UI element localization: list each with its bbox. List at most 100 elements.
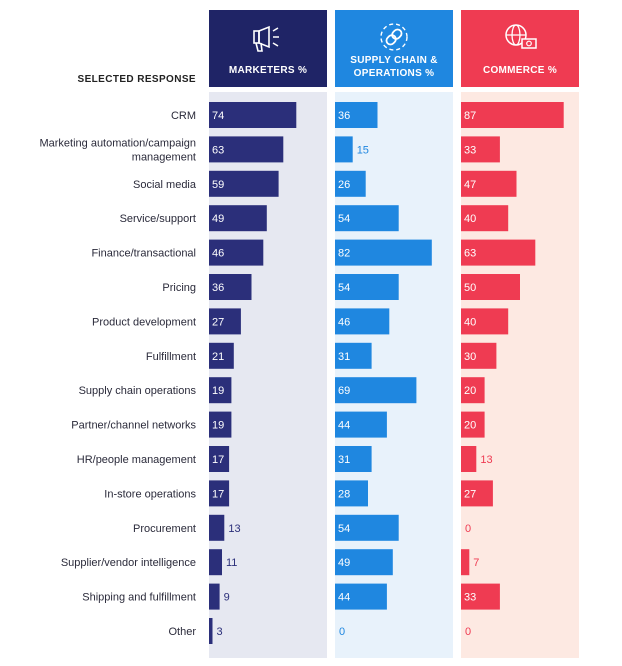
bar-value-label: 63	[212, 144, 224, 156]
bar-value-label: 11	[226, 557, 237, 569]
category-label: In-store operations	[104, 488, 196, 500]
bar	[209, 377, 232, 404]
category-label: Fulfillment	[146, 351, 196, 363]
bar	[209, 136, 284, 163]
bar-value-label: 50	[464, 282, 476, 294]
globe-money-icon	[505, 24, 537, 49]
bar	[335, 480, 368, 507]
bar-value-label: 30	[464, 351, 476, 363]
bar	[209, 102, 297, 128]
bar	[335, 377, 417, 404]
bar-value-label: 33	[464, 144, 476, 156]
bar-value-label: 26	[338, 179, 350, 191]
bar	[335, 446, 372, 472]
bar	[461, 342, 497, 369]
series-name-1-line-0: SUPPLY CHAIN &	[350, 55, 438, 66]
bar	[461, 170, 517, 197]
bar	[209, 239, 264, 266]
category-label: Service/support	[120, 213, 196, 225]
bar-value-label: 31	[338, 351, 350, 363]
bar-value-label: 36	[212, 282, 224, 294]
bar	[335, 549, 393, 576]
bar	[209, 205, 267, 232]
bar-value-label: 17	[212, 454, 224, 466]
bar-value-label: 19	[212, 385, 224, 397]
column-header-0	[209, 10, 327, 87]
category-label: Marketing automation/campaign	[39, 137, 196, 149]
bar-value-label: 59	[212, 179, 224, 191]
category-labels: CRM Marketing automation/campaign manageme…	[39, 110, 196, 638]
bar-value-label: 54	[338, 213, 350, 225]
bar-value-label: 15	[357, 144, 369, 156]
category-label: Finance/transactional	[91, 248, 196, 260]
bar-value-label: 27	[212, 316, 224, 328]
bar-value-label: 63	[464, 248, 476, 260]
bar	[461, 446, 477, 472]
bar	[461, 377, 485, 404]
bar-value-label: 20	[464, 385, 476, 397]
bar-value-label: 87	[464, 110, 476, 122]
series-name-2-line-0: COMMERCE %	[483, 65, 557, 76]
bar-value-label: 0	[339, 626, 345, 638]
bar	[335, 102, 378, 128]
bar	[461, 239, 536, 266]
bar-value-label: 20	[464, 420, 476, 432]
bar-value-label: 27	[464, 488, 476, 500]
category-label: Social media	[133, 179, 197, 191]
bar	[209, 583, 220, 610]
bar	[209, 446, 230, 472]
selected-response-header: SELECTED RESPONSE	[78, 74, 197, 85]
bar	[209, 411, 232, 438]
bar	[461, 549, 470, 576]
bar	[335, 411, 387, 438]
bar	[461, 308, 509, 335]
bar-value-label: 74	[212, 110, 224, 122]
bar-value-label: 33	[464, 592, 476, 604]
bar	[461, 583, 500, 610]
bar	[461, 136, 500, 163]
bar-value-label: 3	[217, 626, 223, 638]
bar	[335, 239, 432, 266]
category-label-line-2: management	[132, 151, 196, 163]
bar-value-label: 21	[212, 351, 224, 363]
bar	[335, 170, 366, 197]
bar	[209, 342, 234, 369]
bar	[209, 170, 279, 197]
bar	[335, 583, 387, 610]
category-label: Partner/channel networks	[71, 420, 196, 432]
bar-value-label: 7	[473, 557, 479, 569]
bar	[209, 514, 225, 541]
category-label: Shipping and fulfillment	[82, 592, 196, 604]
bar	[335, 342, 372, 369]
bar	[209, 618, 213, 644]
bar-value-label: 31	[338, 454, 350, 466]
category-label: Supply chain operations	[79, 385, 197, 397]
bar	[335, 136, 353, 163]
bar	[335, 274, 399, 300]
bar	[209, 549, 222, 576]
bar	[461, 102, 564, 128]
bar	[335, 205, 399, 232]
bar-value-label: 0	[465, 523, 471, 535]
series-name-1-line-1: OPERATIONS %	[354, 68, 435, 79]
column-header-1	[335, 10, 453, 87]
bar-value-label: 40	[464, 316, 476, 328]
bar-value-label: 17	[212, 488, 224, 500]
category-label: CRM	[171, 110, 196, 122]
bar-value-label: 40	[464, 213, 476, 225]
bar-value-label: 9	[224, 592, 230, 604]
bar	[461, 411, 485, 438]
bar	[335, 308, 390, 335]
bar	[335, 514, 399, 541]
category-label: Product development	[92, 316, 196, 328]
bar-value-label: 19	[212, 420, 224, 432]
category-label: Pricing	[162, 282, 196, 294]
bar-value-label: 44	[338, 420, 350, 432]
bar-value-label: 44	[338, 592, 350, 604]
category-label: Other	[168, 626, 196, 638]
bar-value-label: 54	[338, 282, 350, 294]
bar-value-label: 46	[338, 316, 350, 328]
chain-link-icon	[380, 23, 408, 51]
bar	[461, 274, 520, 300]
